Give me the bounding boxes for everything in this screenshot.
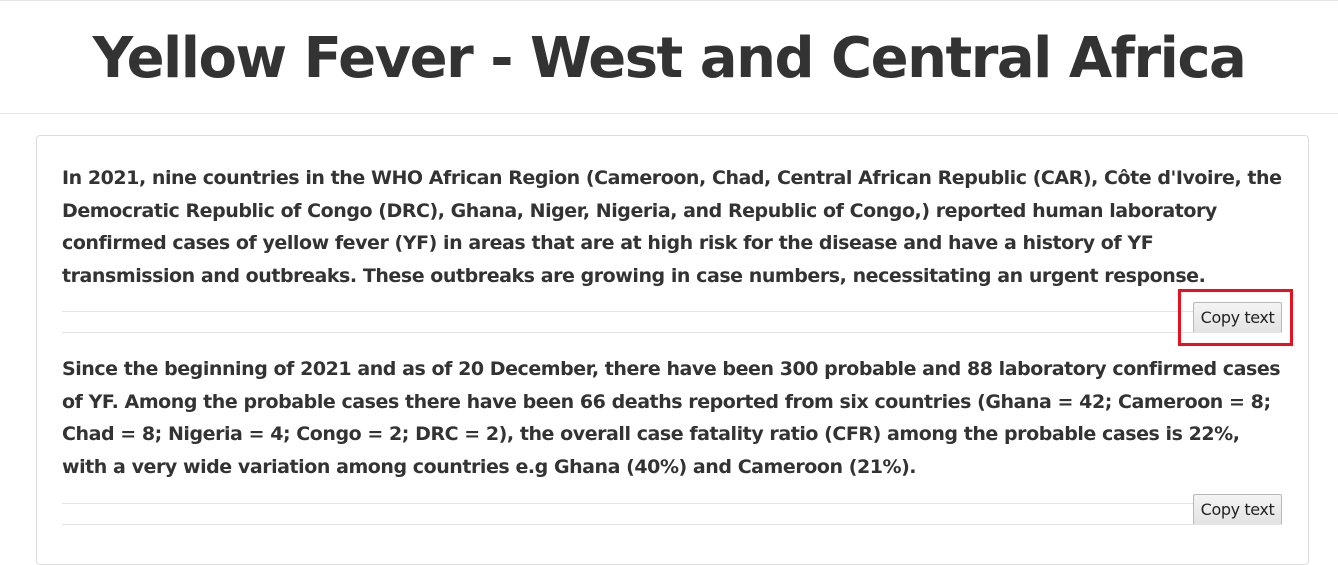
copy-text-button-1[interactable]: Copy text <box>1193 302 1282 333</box>
divider-top-1 <box>62 311 1282 312</box>
content-panel <box>36 135 1309 565</box>
page-header: Yellow Fever - West and Central Africa <box>0 0 1338 114</box>
section-text-1: In 2021, nine countries in the WHO Afric… <box>62 167 1282 287</box>
page-title: Yellow Fever - West and Central Africa <box>92 26 1247 91</box>
divider-bottom-2 <box>62 524 1282 525</box>
section-text-2: Since the beginning of 2021 and as of 20… <box>62 358 1281 478</box>
copy-text-button-2[interactable]: Copy text <box>1193 494 1282 525</box>
divider-top-2 <box>62 503 1282 504</box>
divider-bottom-1 <box>62 332 1282 333</box>
